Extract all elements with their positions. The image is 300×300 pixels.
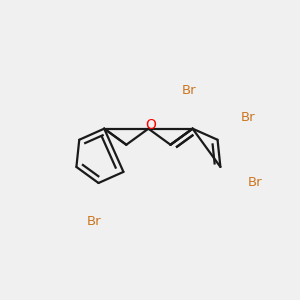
Text: Br: Br [241, 111, 256, 124]
Text: Br: Br [87, 214, 102, 227]
Text: O: O [146, 118, 156, 132]
Text: Br: Br [248, 176, 262, 189]
Text: Br: Br [181, 84, 196, 97]
